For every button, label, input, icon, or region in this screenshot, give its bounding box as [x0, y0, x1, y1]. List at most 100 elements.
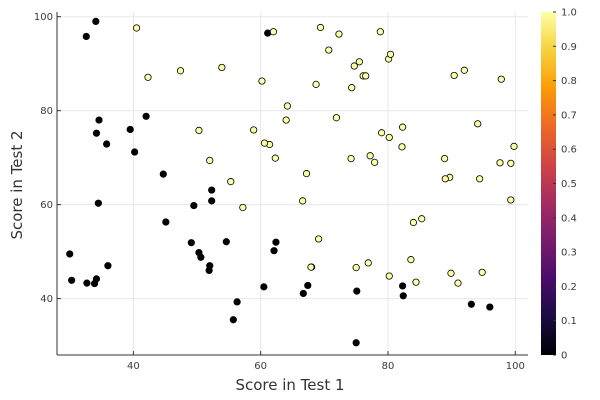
data-point-class-1 — [447, 269, 455, 277]
data-point-class-1 — [362, 72, 370, 80]
data-point-class-0 — [208, 197, 216, 205]
data-point-class-0 — [272, 238, 280, 246]
data-point-class-0 — [94, 199, 102, 207]
data-point-class-1 — [507, 159, 515, 167]
data-point-class-1 — [371, 158, 379, 166]
data-point-class-1 — [176, 67, 185, 75]
data-point-class-1 — [282, 116, 290, 124]
data-point-class-1 — [355, 58, 363, 66]
data-point-class-1 — [206, 156, 214, 165]
data-point-class-0 — [103, 140, 111, 148]
data-point-class-1 — [399, 123, 407, 131]
data-point-class-1 — [352, 264, 360, 272]
data-point-class-1 — [441, 175, 449, 183]
data-point-class-0 — [190, 201, 198, 210]
data-point-class-1 — [250, 126, 258, 134]
colorbar: 0 0.1 0.2 0.3 0.4 0.5 0.6 0.7 0.8 0.9 1.0 — [541, 8, 577, 362]
x-tick-label: 80 — [382, 361, 395, 372]
data-point-class-1 — [386, 50, 395, 58]
data-point-class-1 — [378, 129, 386, 137]
data-points — [66, 17, 518, 347]
data-point-class-1 — [227, 178, 235, 186]
data-point-class-1 — [412, 278, 420, 286]
data-point-class-1 — [144, 73, 152, 81]
data-point-class-1 — [299, 197, 307, 205]
data-point-class-1 — [398, 143, 406, 151]
data-point-class-0 — [352, 339, 360, 347]
x-axis-title: Score in Test 1 — [235, 376, 344, 394]
data-point-class-1 — [476, 175, 484, 183]
y-tick-label: 100 — [34, 12, 53, 23]
data-point-class-1 — [364, 259, 372, 267]
data-point-class-1 — [316, 23, 325, 32]
data-point-class-1 — [474, 120, 482, 128]
data-point-class-0 — [159, 170, 167, 178]
grid — [57, 12, 528, 355]
data-point-class-1 — [496, 159, 504, 167]
colorbar-tick-label: 0 — [561, 351, 567, 362]
y-tick-label: 40 — [40, 294, 53, 305]
data-point-class-0 — [304, 281, 312, 290]
data-point-class-0 — [82, 32, 90, 41]
data-point-class-1 — [314, 235, 323, 243]
data-point-class-1 — [385, 133, 393, 142]
data-point-class-1 — [409, 218, 418, 227]
data-point-class-0 — [92, 17, 100, 25]
data-point-class-0 — [222, 238, 230, 246]
data-point-class-1 — [347, 155, 355, 163]
data-point-class-0 — [92, 129, 101, 137]
data-point-class-0 — [399, 292, 407, 300]
data-point-class-1 — [195, 126, 203, 135]
colorbar-tick-label: 0.7 — [561, 110, 577, 121]
tick-labels: 40 60 80 100 40 60 80 100 — [34, 12, 525, 372]
data-point-class-0 — [104, 262, 112, 270]
data-point-class-1 — [312, 80, 320, 88]
x-tick-label: 100 — [506, 361, 525, 372]
data-point-class-0 — [229, 316, 237, 324]
colorbar-tick-label: 0.5 — [561, 179, 577, 190]
data-point-class-1 — [260, 139, 269, 147]
colorbar-tick-label: 0.2 — [561, 282, 577, 293]
data-point-class-0 — [399, 282, 407, 290]
data-point-class-0 — [205, 266, 213, 275]
data-point-class-0 — [208, 186, 216, 194]
colorbar-tick-label: 0.3 — [561, 248, 577, 259]
data-point-class-0 — [260, 283, 268, 291]
data-point-class-1 — [454, 279, 462, 287]
data-point-class-1 — [418, 215, 426, 223]
data-point-class-1 — [335, 30, 343, 38]
data-point-class-0 — [486, 303, 494, 311]
colorbar-tick-label: 0.1 — [561, 316, 577, 327]
data-point-class-1 — [348, 84, 356, 92]
data-point-class-1 — [302, 170, 311, 178]
data-point-class-0 — [66, 250, 74, 258]
data-point-class-1 — [450, 71, 458, 80]
data-point-class-1 — [239, 203, 247, 212]
data-point-class-1 — [460, 66, 468, 74]
data-point-class-1 — [283, 102, 292, 110]
data-point-class-1 — [307, 263, 315, 271]
data-point-class-1 — [507, 196, 515, 204]
data-point-class-1 — [497, 75, 505, 83]
colorbar-tick-label: 0.4 — [561, 213, 577, 224]
data-point-class-0 — [68, 276, 76, 284]
data-point-class-0 — [83, 279, 91, 287]
x-tick-label: 60 — [254, 361, 267, 372]
colorbar-tick-label: 0.8 — [561, 76, 577, 87]
data-point-class-1 — [478, 268, 486, 276]
data-point-class-1 — [407, 256, 415, 264]
data-point-class-1 — [385, 272, 393, 280]
data-point-class-1 — [258, 77, 266, 85]
data-point-class-1 — [441, 155, 449, 163]
data-point-class-0 — [162, 218, 170, 226]
data-point-class-0 — [95, 116, 103, 124]
axes — [56, 12, 528, 356]
data-point-class-1 — [350, 62, 358, 70]
y-tick-label: 80 — [40, 106, 53, 117]
colorbar-gradient — [541, 12, 556, 355]
data-point-class-1 — [325, 46, 333, 54]
data-point-class-1 — [376, 28, 384, 36]
y-tick-label: 60 — [40, 200, 53, 211]
data-point-class-0 — [299, 289, 307, 298]
data-point-class-0 — [270, 247, 278, 255]
